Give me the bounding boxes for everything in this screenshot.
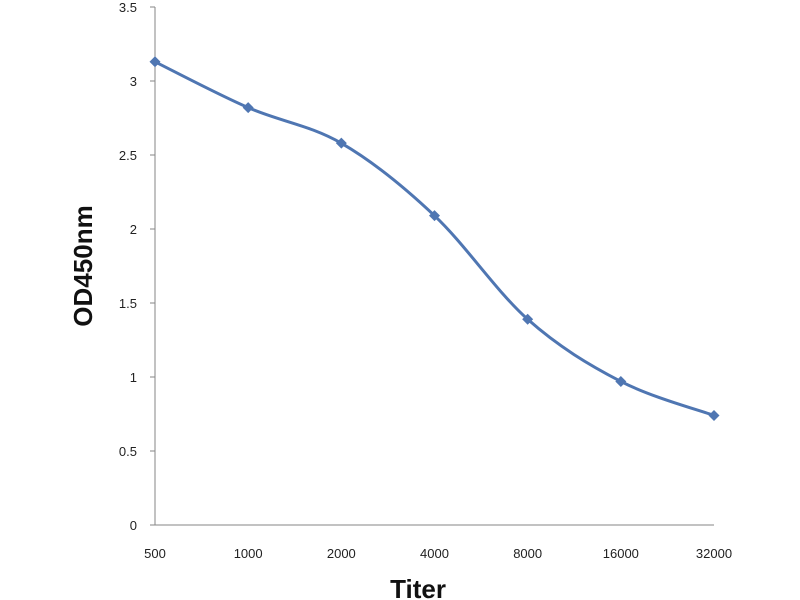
y-tick-label: 3	[130, 74, 137, 89]
y-axis-title: OD450nm	[68, 205, 98, 326]
data-point-marker	[708, 409, 720, 421]
y-tick-label: 2	[130, 222, 137, 237]
x-tick-label: 16000	[603, 546, 639, 561]
x-axis-title: Titer	[390, 574, 446, 600]
axes	[150, 6, 714, 526]
tick-labels: 0 0.5 1 1.5 2 2.5 3 3.5 500 1000 2000 4000 8000 16000…	[119, 0, 732, 561]
x-tick-label: 4000	[420, 546, 449, 561]
data-point-marker	[522, 313, 534, 325]
series-line	[154, 60, 715, 417]
y-tick-label: 2.5	[119, 148, 137, 163]
y-tick-label: 0.5	[119, 444, 137, 459]
series-layer	[149, 56, 720, 421]
x-tick-label: 32000	[696, 546, 732, 561]
y-tick-label: 1.5	[119, 296, 137, 311]
x-tick-label: 500	[144, 546, 166, 561]
data-point-marker	[149, 56, 161, 68]
x-tick-label: 2000	[327, 546, 356, 561]
data-point-marker	[242, 102, 254, 114]
y-tick-label: 0	[130, 518, 137, 533]
data-point-marker	[335, 137, 347, 149]
data-point-marker	[429, 210, 440, 222]
x-tick-label: 1000	[234, 546, 263, 561]
y-tick-label: 3.5	[119, 0, 137, 15]
data-point-marker	[615, 375, 627, 387]
x-tick-label: 8000	[513, 546, 542, 561]
y-tick-label: 1	[130, 370, 137, 385]
